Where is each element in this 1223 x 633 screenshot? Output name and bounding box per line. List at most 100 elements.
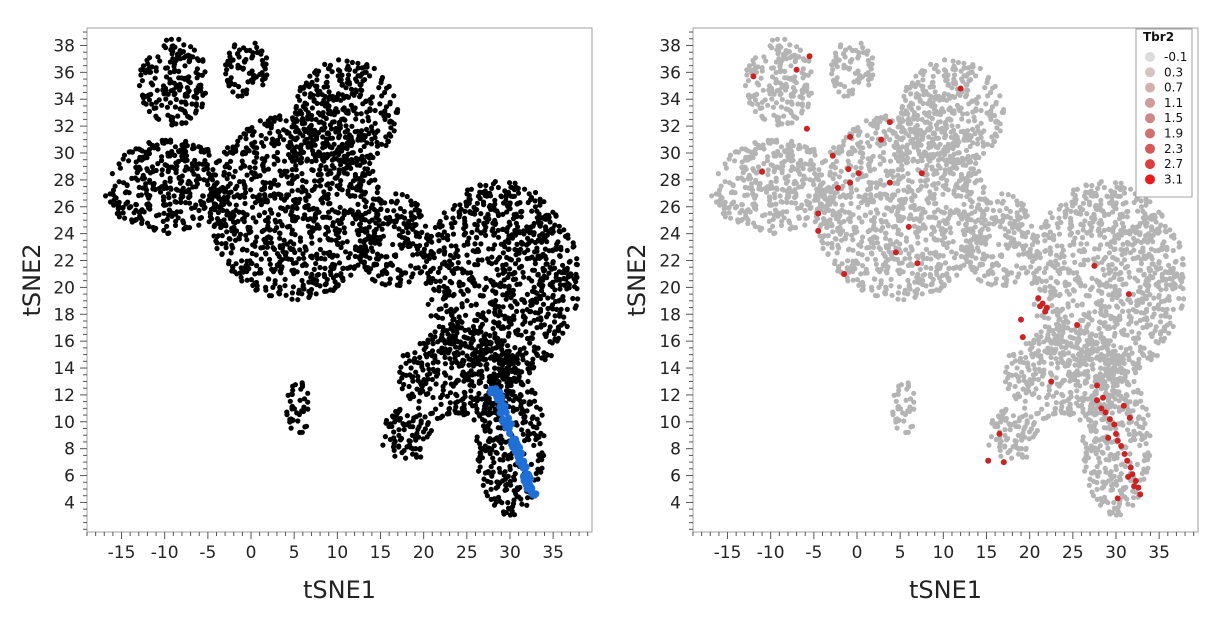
cell-point [777,193,783,199]
cell-point [545,311,551,317]
cell-point [182,76,188,82]
cell-point [278,172,284,179]
cell-point [329,135,335,141]
cell-point [283,292,289,298]
cell-point [178,99,184,105]
cell-point [179,120,185,126]
cell-point [331,141,337,147]
cell-point [473,234,480,240]
cell-point [155,146,161,152]
cell-point [177,180,183,186]
cell-point [372,196,379,202]
cell-point [287,417,294,423]
cell-point [438,337,444,343]
cell-point [500,226,506,232]
cell-point [544,239,550,245]
cell-point [300,408,306,415]
cell-point [177,56,184,62]
cell-point [750,166,756,172]
cell-point [132,175,138,181]
cell-point [524,291,531,297]
cell-point [444,328,450,334]
cell-point [478,230,484,236]
cell-point [300,215,306,222]
cell-point [274,251,281,257]
cell-point [278,205,284,211]
cell-point [558,306,564,312]
cell-point [126,149,132,155]
cell-point [752,147,759,153]
cell-point [274,149,281,156]
cell-point [540,301,547,307]
cell-point [490,279,496,285]
cell-point [507,206,513,212]
cell-point [193,102,199,109]
cell-point [784,199,790,205]
cell-point [188,115,194,121]
cell-point [393,109,399,115]
cell-point [292,200,298,206]
cell-point [857,75,863,82]
cell-point [396,427,402,433]
cell-point [321,271,327,278]
cell-point [230,219,237,225]
cell-point [312,142,318,148]
cell-point [144,220,151,226]
x-axis-tick-label: 20 [413,543,435,563]
cell-point [300,282,306,288]
cell-point [299,121,305,127]
cell-point [537,406,543,412]
cell-point [154,142,160,148]
cell-point [228,189,234,195]
cell-point [521,345,527,351]
cell-point [297,429,303,436]
cell-point [502,188,508,194]
cell-point [468,388,474,394]
cell-point [285,204,291,210]
cell-point [292,382,298,388]
cell-point [726,210,732,216]
cell-point [183,200,189,206]
cell-point [402,221,408,227]
cell-point [757,105,763,111]
cell-point [422,264,428,270]
cell-point [796,145,802,151]
cell-point [267,130,273,136]
cell-point [715,171,722,177]
cell-point [357,227,363,233]
cell-point [752,97,759,103]
cell-point [492,242,498,248]
cell-point [367,236,373,242]
cell-point [497,254,503,260]
cell-point [244,277,250,283]
cell-point [281,137,287,143]
cell-point [297,235,303,241]
cell-point [175,113,181,119]
cell-point [191,94,197,100]
cell-point [474,223,480,229]
cell-point [788,76,794,82]
cell-point [787,42,793,48]
cell-point [505,324,511,330]
cell-point [162,182,168,188]
cell-point [229,225,235,231]
cell-point [534,352,541,358]
cell-point [191,47,197,53]
cell-point [490,455,496,461]
cell-point [826,184,832,191]
cell-point [289,188,295,194]
cell-point [799,108,805,114]
cell-point [313,291,319,297]
cell-point [328,126,335,132]
cell-point [309,158,315,165]
cell-point [274,262,280,268]
cell-point [392,419,398,425]
cell-point [468,302,474,309]
cell-point [483,182,489,189]
cell-point [520,431,526,437]
cell-point [252,139,258,145]
cell-point [355,201,361,207]
cell-point [300,149,307,155]
left-x-axis: -15 -10 -5 0 5 10 15 20 25 30 35 [86,532,589,563]
cell-point [237,179,243,185]
